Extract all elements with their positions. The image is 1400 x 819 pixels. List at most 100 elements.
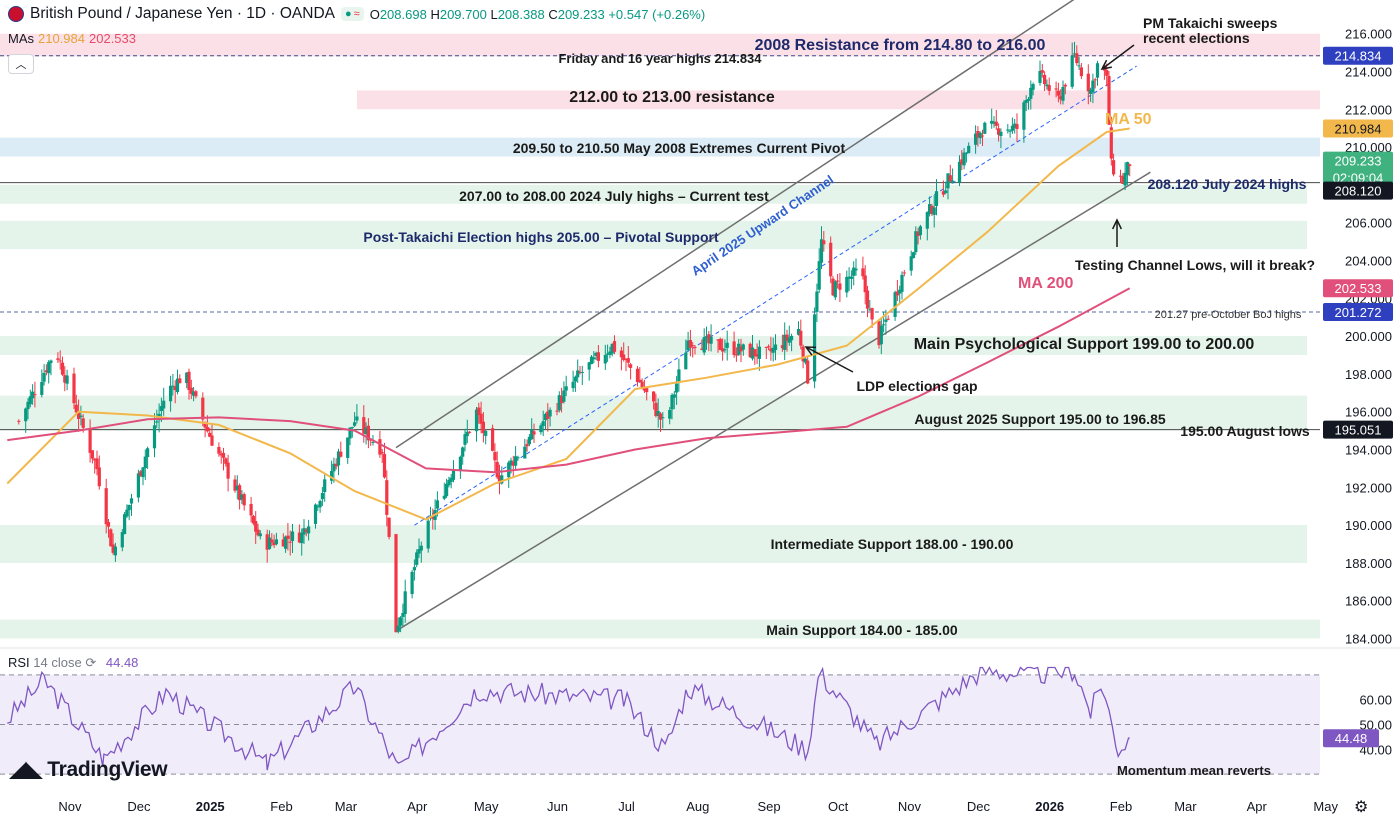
candle-body [104,488,108,525]
candle-body [557,395,561,411]
rsi-value: 44.48 [105,655,139,670]
symbol-title[interactable]: British Pound / Japanese Yen · 1D · OAND… [30,5,335,22]
zone-label: Main Support 184.00 - 185.00 [766,622,958,638]
candle-body [1112,160,1116,175]
candle-body [1107,76,1111,125]
rsi-legend[interactable]: RSI 14 close ⟳ 44.48 [8,655,138,671]
candle-body [297,532,301,543]
candle-body [412,567,416,571]
candle-body [822,240,826,245]
candle-body [934,191,939,207]
loading-icon: ⟳ [85,655,97,670]
candle-body [1128,164,1132,166]
candle-body [171,385,175,387]
candle-body [394,534,398,633]
candle-body [474,409,479,432]
candle-body [638,379,642,382]
candle-body [819,239,824,263]
candle-body [1105,70,1109,76]
candle-body [26,401,30,410]
zone-band [0,184,1307,204]
candle-body [366,425,370,441]
candle-body [330,470,334,481]
candle-body [992,121,996,124]
takaichi-label: PM Takaichi sweeps recent elections [1143,15,1278,46]
candle-body [33,394,37,396]
close-label: C [548,6,558,22]
candle-body [767,346,771,348]
zone-band [0,336,1307,355]
candle-body [543,413,548,421]
candle-body [109,529,113,547]
candle-body [286,535,290,539]
market-status-badge[interactable]: ● ≈ [341,7,364,21]
candle-body [320,493,324,500]
candle-body [88,428,92,453]
zone-label: 207.00 to 208.00 2024 July highs – Curre… [459,188,769,204]
candle-body [1045,84,1049,87]
approx-icon: ≈ [353,8,360,20]
candle-body [672,394,676,398]
candle-body [233,479,237,491]
candle-body [700,348,704,350]
candle-body [737,343,741,355]
candle-body [668,410,672,419]
candle-body [123,514,127,535]
candle-body [877,321,881,346]
candle-body [417,549,421,554]
zone-band [0,619,1320,639]
market-open-icon: ● [345,8,352,20]
time-tick-label: Aug [686,799,709,814]
time-tick-label: Jul [618,799,635,814]
tradingview-logo[interactable]: ◢◣ TradingView [10,757,168,782]
high-value: 209.700 [439,6,487,22]
candle-body [1079,67,1083,77]
candle-body [645,388,649,393]
candle-body [371,441,375,443]
ma50-label: MA 50 [1105,111,1152,128]
candle-body [957,161,962,183]
candle-body [56,358,60,360]
candle-body [242,494,246,506]
rsi-label: RSI [8,655,30,670]
candle-body [882,324,886,326]
symbol-header: British Pound / Japanese Yen · 1D · OAND… [8,5,705,23]
candle-body [704,336,709,338]
price-tick-label: 216.000 [1345,27,1392,42]
candle-body [898,289,902,294]
candle-body [484,430,488,436]
candle-body [127,504,131,511]
candle-body [1026,99,1031,101]
zone-band [0,137,1320,157]
time-tick-label: Apr [407,799,428,814]
candle-body [868,309,872,311]
candle-body [596,352,600,361]
mas-label: MAs [8,31,34,46]
candle-body [217,446,221,454]
candle-body [382,454,387,478]
candle-body [514,456,518,466]
candle-body [941,191,945,195]
tag-ma50: 210.984 [1323,119,1393,138]
settings-gear-icon[interactable]: ⚙ [1354,799,1369,816]
candle-body [364,427,368,435]
candle-body [967,145,971,154]
mas-legend[interactable]: MAs 210.984 202.533 [8,31,136,46]
candle-body [1029,87,1033,99]
candle-body [997,128,1001,135]
candle-body [93,459,97,461]
tag-201272: 201.272 [1323,303,1393,322]
candle-body [235,485,239,491]
tag-ma50-text: 210.984 [1335,122,1382,137]
candle-body [1006,129,1010,131]
candle-body [886,318,890,320]
candle-body [187,371,191,391]
candle-body [31,391,35,399]
collapse-legend-button[interactable]: ︿ [8,54,34,74]
candle-body [1056,90,1060,96]
candle-body [578,371,582,373]
candle-body [458,456,462,472]
candle-body [721,348,725,352]
